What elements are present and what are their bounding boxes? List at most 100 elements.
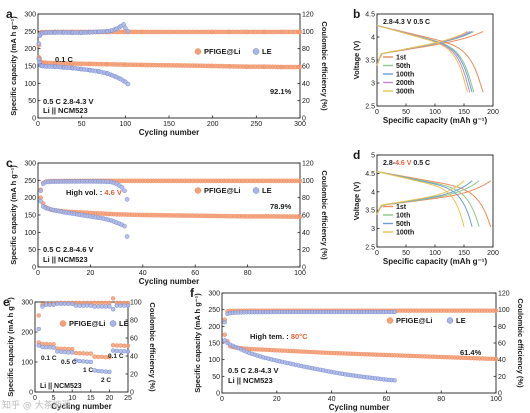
y2-tick-label: 100 [302,29,314,36]
annotation-cell: Li || NCM523 [43,106,88,115]
annotation-high-temperature-label: High tem. : [250,332,291,341]
le-ce-point [92,304,97,309]
panel-b-header: 2.8-4.3 V 0.5 C [383,19,430,26]
pfige-ce-point [110,296,116,301]
y-tick-label: 200 [24,195,36,202]
legend-pfige-label: PFIGE@Li [204,47,240,56]
pfige-ce-point [99,300,105,306]
y2-tick-label: 40 [498,357,506,364]
le-capacity-point [69,350,75,355]
y-tick-label: 300 [21,300,33,307]
y-axis-label: Voltage (V) [352,40,361,79]
panel-d: d 0 50 100 150 200 2.5 3 3.5 4 4.5 5 Specific capaci… [352,148,499,266]
pfige-ce-point [493,308,499,313]
legend-label-100th: 100th [396,72,414,79]
x-tick-label: 300 [294,121,306,128]
le-ce-point [125,29,131,34]
le-ce-point [73,303,79,308]
y-tick-label: 0 [32,116,36,123]
pfige-capacity-point [297,214,303,220]
legend-le-label: LE [262,186,272,195]
le-ce-point [392,309,397,315]
y2-tick-label: 80 [498,324,506,331]
annotation-rate-0p1c: 0.1 C [41,355,57,362]
le-ce-point [62,301,67,306]
le-capacity-point [122,223,127,229]
annotation-conditions: 0.5 C 2.8-4.3 V [43,97,93,106]
y-axis-label: Voltage (V) [352,181,361,220]
y-tick-label: 200 [208,324,220,331]
x-tick-label: 200 [487,109,499,116]
panel-d-header-part: 0.5 C [411,160,430,167]
panel-letter-d: d [353,148,360,162]
le-ce-point [36,326,41,332]
pfige-capacity-point [222,332,227,337]
pfige-capacity-point [110,343,116,348]
le-capacity-point [47,345,53,350]
y2-tick-label: 0 [130,390,134,397]
y-tick-label: 4.5 [365,171,375,178]
pfige-capacity-point [297,64,303,70]
le-capacity-point [38,198,43,204]
annotation-rate: 0.1 C [55,55,74,64]
panel-letter-c: c [6,156,13,170]
annotation-high-temperature-value: 80°C [291,332,308,341]
le-capacity-point [107,369,112,375]
le-ce-point [96,304,101,309]
y-tick-label: 150 [24,64,36,71]
y-tick-label: 4 [371,35,375,42]
y2-axis-label: Coulombic efficiency (%) [320,21,329,111]
pfige-capacity-point [493,356,499,362]
le-capacity-point [58,349,64,354]
x-tick-label: 0 [375,250,379,257]
le-ce-point [119,184,125,190]
legend-label-1st: 1st [396,55,407,62]
y-tick-label: 200 [24,46,36,53]
pfige-capacity-point [118,343,123,348]
panel-d-header-part: 2.8- [383,160,396,167]
x-tick-label: 80 [437,396,445,403]
y2-tick-label: 20 [302,98,310,105]
pfige-capacity-point [96,354,101,360]
y-tick-label: 3 [371,226,375,233]
x-tick-label: 150 [458,250,470,257]
le-capacity-point [40,344,45,350]
legend-le-marker [252,187,260,194]
le-ce-point [88,303,94,308]
y-tick-label: 3.5 [365,58,375,65]
le-capacity-point [66,350,71,355]
y2-tick-label: 80 [302,195,310,202]
y-tick-label: 300 [24,12,36,19]
x-tick-label: 200 [487,250,499,257]
pfige-ce-point [96,300,101,306]
y-tick-label: 250 [24,29,36,36]
y2-tick-label: 120 [302,161,314,168]
panel-letter-a: a [6,7,13,21]
y2-tick-label: 100 [130,300,142,307]
x-axis-label: Cycling number [51,402,111,411]
y2-tick-label: 100 [302,178,314,185]
annotation-rate-0p1c-return: 0.1 C [108,353,124,360]
le-ce-point [58,301,64,306]
le-capacity-point [51,345,56,350]
pfige-ce-point [297,178,303,184]
annotation-high-voltage-value: 4.6 V [104,188,122,197]
y2-tick-label: 80 [302,46,310,53]
legend-le-marker [109,320,117,327]
y2-axis-label: Coulombic efficiency (%) [148,302,157,392]
y2-tick-label: 40 [302,81,310,88]
y2-tick-label: 20 [498,374,506,381]
annotation-retention: 61.4% [460,348,482,357]
y-tick-label: 300 [24,161,36,168]
discharge-curve-300th [376,25,468,93]
le-ce-point [99,304,105,309]
le-ce-point [81,303,86,308]
le-ce-point [125,303,131,308]
x-tick-label: 150 [163,121,175,128]
x-tick-label: 100 [429,250,441,257]
le-capacity-point [62,349,67,355]
legend-label-300th: 300th [396,89,414,96]
legend-pfige-marker [59,320,67,327]
x-tick-label: 0 [375,109,379,116]
legend-pfige-marker [386,317,394,324]
